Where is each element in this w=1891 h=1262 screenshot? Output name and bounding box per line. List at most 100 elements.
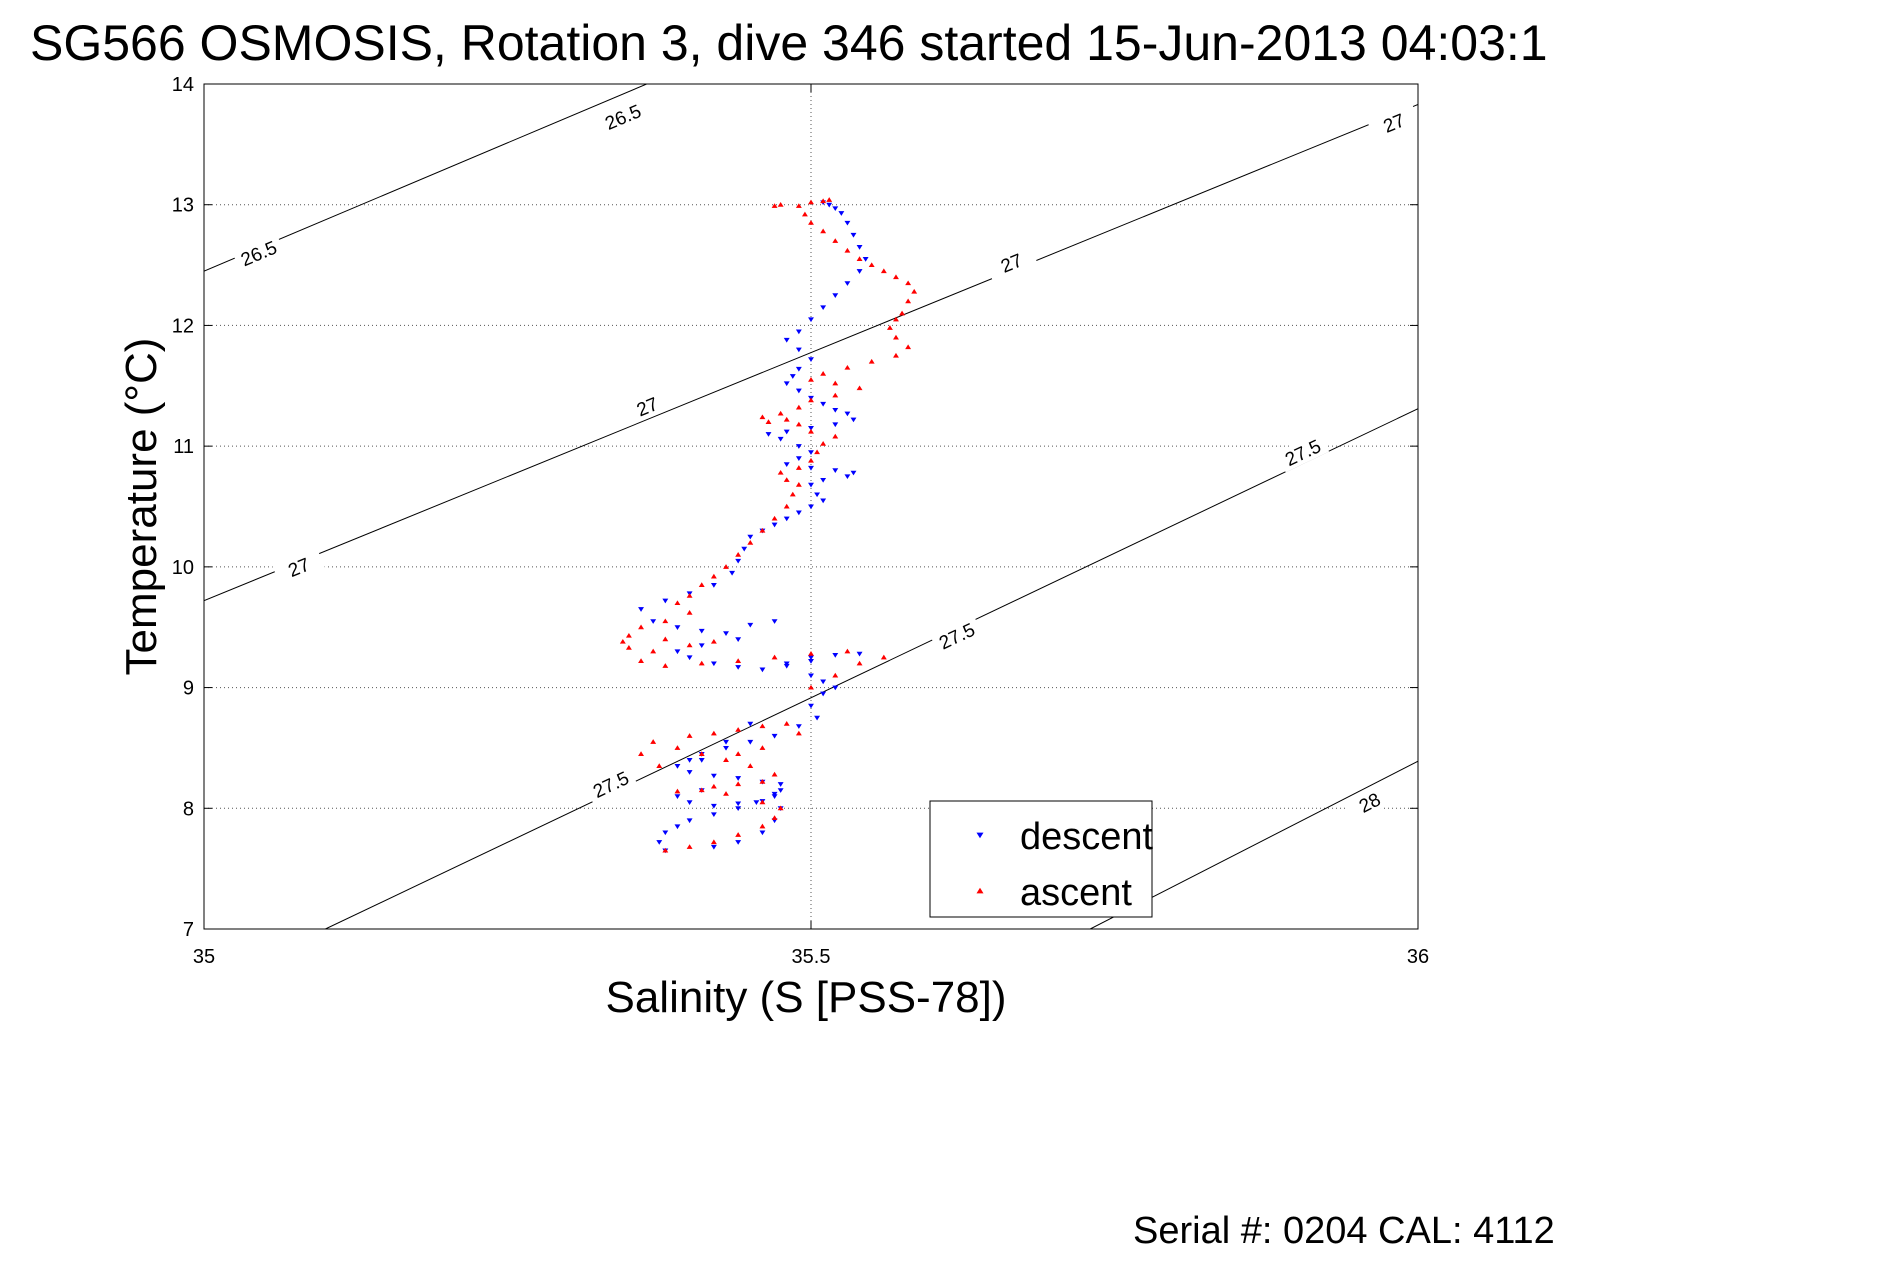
ascent-point [820,441,827,446]
ascent-point [893,352,899,358]
descent-point [844,411,851,417]
descent-point [765,432,772,437]
descent-point [662,830,669,836]
legend-label-descent: descent [1020,816,1154,858]
ascent-point [723,564,729,569]
ascent-point [777,469,784,475]
descent-point [783,381,790,387]
ascent-point [765,419,772,424]
ascent-point [759,745,766,750]
descent-point [795,456,802,461]
ascent-point [777,410,784,416]
contour-label: 26.5 [602,101,644,135]
descent-point [771,791,778,797]
ascent-point [777,201,784,207]
ascent-point [808,377,814,382]
ascent-point [747,763,754,769]
contour-label-bg [620,387,674,426]
descent-point [850,232,857,238]
ascent-point [820,228,827,234]
contour-line-27.5 [325,408,1418,929]
ascent-point [783,721,790,726]
ascent-point [777,805,784,811]
axis-ticks: 35 35.5 36 7 8 9 10 11 12 13 14 [172,74,1429,968]
ascent-point [880,654,887,660]
y-tick-label: 7 [183,919,194,941]
descent-point [832,293,839,298]
descent-point [844,474,851,480]
descent-point [650,619,657,624]
descent-point [832,652,839,658]
contour-label-bg [596,97,650,137]
ascent-point [808,397,814,403]
ascent-point [674,600,681,606]
descent-point [820,477,827,483]
ascent-point [662,847,669,853]
ascent-point [911,288,918,294]
ascent-point [783,416,790,422]
ascent-point [662,618,669,624]
descent-point [686,758,693,763]
descent-point [747,622,754,628]
descent-point [698,628,705,634]
descent-point [820,305,827,311]
ascent-point [893,274,899,280]
ascent-point [820,370,827,376]
ascent-point [735,727,742,732]
ascent-point [844,648,851,654]
descent-point [710,844,717,850]
ascent-point [674,745,681,750]
ascent-point [820,198,827,204]
ascent-point [638,624,644,630]
ascent-point [783,503,790,509]
descent-point [747,534,754,540]
descent-point [656,840,663,845]
y-tick-label: 11 [173,436,194,458]
descent-point [783,337,790,343]
ascent-point [771,815,778,820]
ascent-point [899,310,905,316]
descent-point [783,663,790,669]
descent-point [771,794,778,799]
ascent-point [710,638,717,644]
descent-point [759,667,766,673]
descent-point [771,733,778,739]
descent-point [777,436,784,442]
descent-point [808,357,814,362]
ascent-point [905,344,912,350]
contour-label-bg [1343,781,1396,823]
y-tick-label: 8 [183,798,194,820]
descent-point [832,407,839,413]
descent-point [795,444,802,449]
descent-point [638,607,644,612]
ascent-point [686,733,693,738]
descent-point [686,800,693,805]
legend-box [929,800,1153,918]
descent-point [820,679,827,685]
ascent-point [656,763,663,769]
descent-point [710,582,717,588]
contour-label: 26.5 [238,238,280,272]
descent-point [753,800,760,805]
x-axis-label: Salinity (S [PSS-78]) [605,973,1006,1022]
data-points [619,197,918,854]
ascent-point [808,199,814,205]
descent-point [735,558,742,564]
ascent-point [619,638,626,644]
x-tick-label: 35.5 [792,946,831,968]
ascent-point [801,211,808,217]
ascent-point [832,392,839,398]
descent-point [795,347,802,353]
ascent-point [795,465,802,470]
ascent-point [710,730,717,736]
ascent-point [795,203,802,208]
y-axis-label: Temperature (°C) [117,338,166,676]
x-tick-label: 35 [193,946,215,968]
ascent-point [826,197,833,202]
legend-marker-descent [976,832,984,839]
contour-label-bg [272,547,326,587]
ascent-point [686,642,693,648]
descent-point [698,758,705,763]
ascent-point [868,358,875,364]
